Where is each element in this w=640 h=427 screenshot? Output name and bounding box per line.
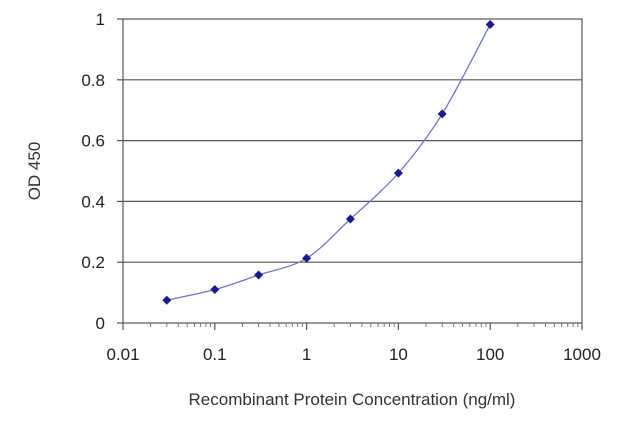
x-tick-label-5: 1000 [563, 345, 601, 364]
x-tick-label-0: 0.01 [106, 345, 139, 364]
x-axis-ticks: 0.01 0.1 1 10 100 1000 [106, 323, 601, 364]
gridlines [123, 79, 582, 263]
y-axis-ticks: 0 0.2 0.4 0.6 0.8 1 [81, 10, 123, 333]
data-point-3 [302, 253, 312, 263]
y-tick-label-1: 0.2 [81, 253, 105, 272]
x-tick-label-4: 100 [476, 345, 504, 364]
data-point-0 [162, 295, 172, 305]
y-tick-label-3: 0.6 [81, 132, 105, 151]
x-tick-label-1: 0.1 [203, 345, 227, 364]
data-point-7 [485, 19, 495, 29]
data-point-4 [345, 214, 355, 224]
x-tick-label-3: 10 [389, 345, 408, 364]
data-point-5 [393, 168, 403, 178]
plot-frame [122, 18, 583, 324]
data-points [162, 19, 495, 305]
x-tick-label-2: 1 [302, 345, 311, 364]
data-point-1 [210, 285, 220, 295]
x-axis-title: Recombinant Protein Concentration (ng/ml… [189, 390, 516, 409]
data-point-6 [437, 109, 447, 119]
y-tick-label-2: 0.4 [81, 192, 105, 211]
y-axis-title: OD 450 [25, 142, 44, 201]
y-tick-label-4: 0.8 [81, 71, 105, 90]
y-tick-label-5: 1 [96, 10, 105, 29]
series-line [166, 24, 491, 301]
y-tick-label-0: 0 [96, 314, 105, 333]
data-point-2 [254, 270, 264, 280]
